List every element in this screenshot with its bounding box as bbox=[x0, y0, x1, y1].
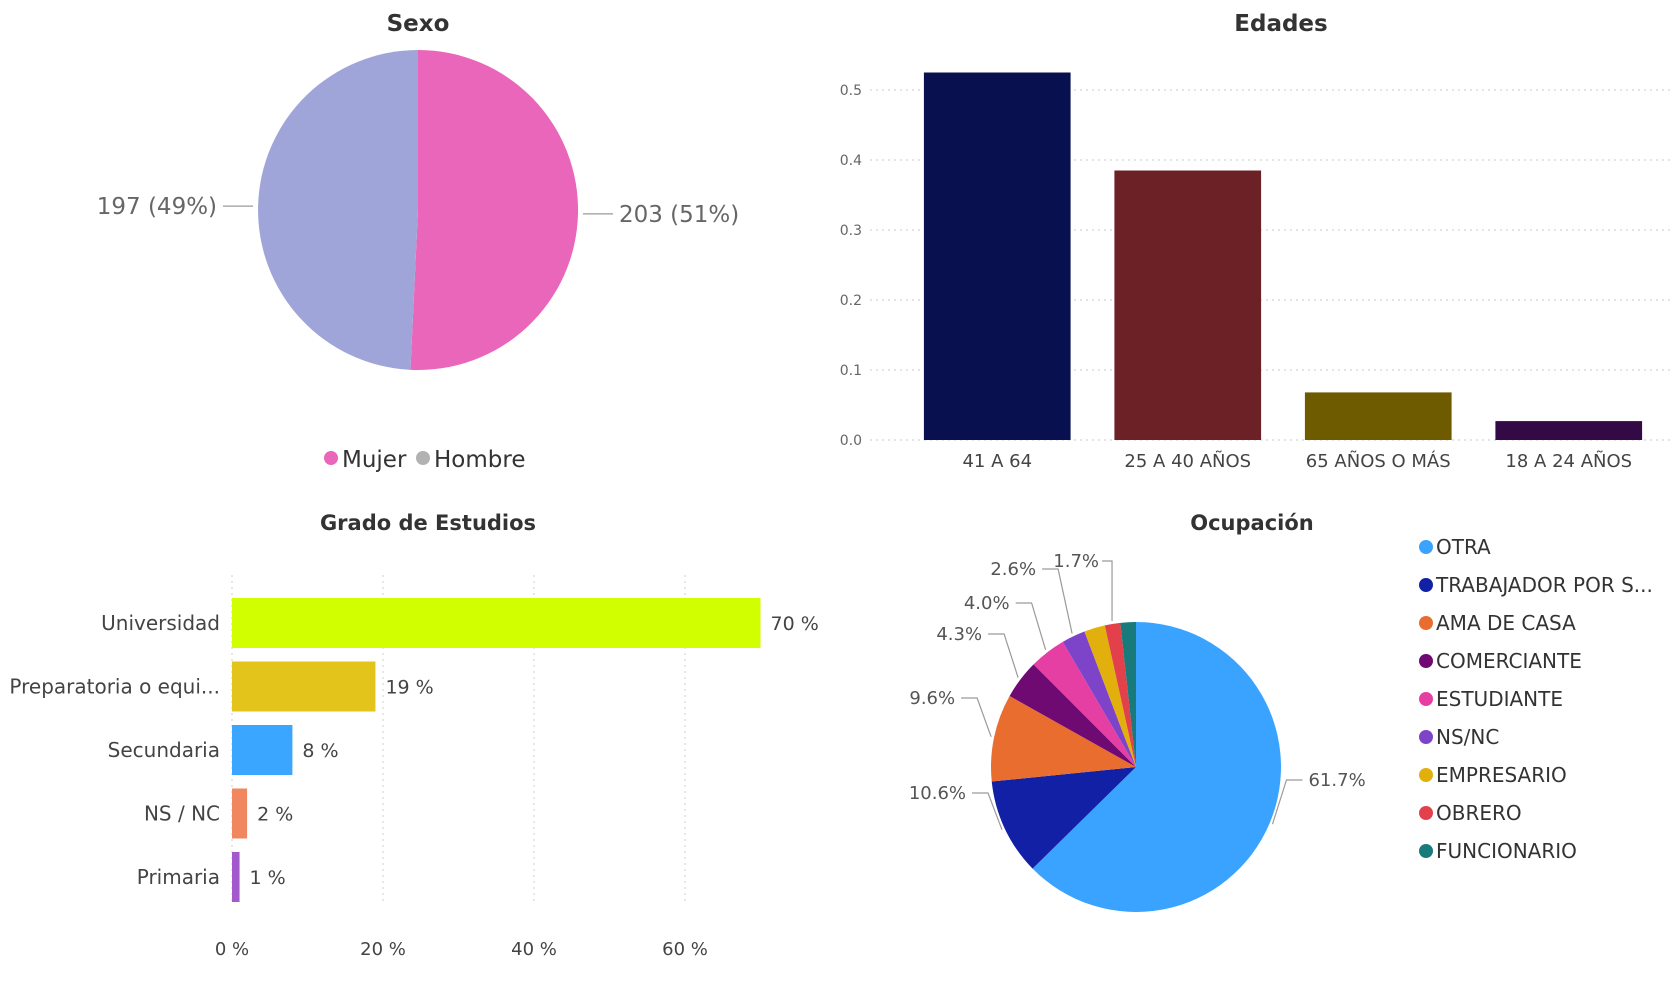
bar-data-label: 70 % bbox=[771, 613, 819, 635]
ocupacion-chart-title: Ocupación bbox=[1190, 511, 1313, 535]
pie-leader-line bbox=[1042, 568, 1073, 634]
pie-slice-hombre[interactable] bbox=[258, 50, 418, 370]
pie-slice-ama-de-casa[interactable] bbox=[990, 695, 1136, 782]
pie-data-label-ns-nc: 2.6% bbox=[990, 559, 1036, 580]
pie-data-label-estudiante: 4.0% bbox=[964, 593, 1010, 614]
pie-slice-comerciante[interactable] bbox=[1009, 664, 1136, 767]
legend-marker-otra bbox=[1419, 540, 1433, 554]
y-tick-label: 0.2 bbox=[840, 293, 862, 309]
bar-data-label: 2 % bbox=[257, 804, 293, 826]
pie-slice-ns-nc[interactable] bbox=[1062, 631, 1136, 767]
category-label: NS / NC bbox=[144, 802, 220, 826]
edades-chart-title: Edades bbox=[1234, 11, 1327, 37]
category-label: Primaria bbox=[137, 865, 220, 889]
legend-marker-ama-de-casa bbox=[1419, 616, 1433, 630]
x-tick-label: 0 % bbox=[215, 939, 249, 960]
pie-data-label-mujer: 203 (51%) bbox=[619, 202, 739, 228]
pie-slice-funcionario[interactable] bbox=[1120, 622, 1136, 767]
x-tick-label: 25 A 40 AÑOS bbox=[1124, 450, 1251, 472]
pie-slice-mujer[interactable] bbox=[410, 49, 579, 370]
grado-estudios-bar-chart: Grado de Estudios 0 % 20 % 40 % 60 % Univer… bbox=[9, 511, 819, 960]
legend-marker-funcionario bbox=[1419, 844, 1433, 858]
legend-item-mujer[interactable]: Mujer bbox=[342, 447, 407, 473]
y-tick-label: 0.0 bbox=[840, 433, 862, 449]
pie-leader-line bbox=[988, 633, 1019, 678]
pie-data-label-hombre: 197 (49%) bbox=[97, 194, 217, 220]
x-tick-label: 65 AÑOS O MÁS bbox=[1306, 450, 1451, 472]
category-label: Universidad bbox=[101, 611, 220, 635]
pie-data-label-comerciante: 4.3% bbox=[936, 624, 982, 645]
legend-item-obrero[interactable]: OBRERO bbox=[1436, 801, 1522, 825]
pie-slice-trabajador-por-s[interactable] bbox=[991, 767, 1136, 869]
legend-item-trabajador-por-s[interactable]: TRABAJADOR POR S... bbox=[1435, 573, 1653, 597]
x-tick-label: 20 % bbox=[360, 939, 406, 960]
bar-65-anos-o-mas[interactable] bbox=[1304, 392, 1452, 440]
legend-marker-hombre bbox=[416, 451, 430, 465]
bar-41-a-64[interactable] bbox=[923, 72, 1071, 441]
legend-item-ama-de-casa[interactable]: AMA DE CASA bbox=[1436, 611, 1576, 635]
ocupacion-legend: OTRA TRABAJADOR POR S... AMA DE CASA COMERC… bbox=[1419, 535, 1653, 863]
bar-universidad[interactable] bbox=[232, 598, 761, 648]
x-tick-label: 60 % bbox=[662, 939, 708, 960]
bar-primaria[interactable] bbox=[232, 852, 240, 902]
bar-18-a-24-anos[interactable] bbox=[1495, 421, 1643, 440]
x-tick-label: 40 % bbox=[511, 939, 557, 960]
pie-data-label-trabajador-por-s: 10.6% bbox=[909, 783, 966, 804]
bar-data-label: 19 % bbox=[385, 677, 433, 699]
bar-25-a-40-anos[interactable] bbox=[1114, 170, 1262, 441]
pie-data-label-ama-de-casa: 9.6% bbox=[909, 688, 955, 709]
pie-leader-line bbox=[1015, 602, 1047, 650]
category-label: Secundaria bbox=[108, 738, 220, 762]
legend-item-estudiante[interactable]: ESTUDIANTE bbox=[1436, 687, 1563, 711]
edades-bar-chart: Edades 0.0 0.1 0.2 0.3 0.4 0.5 41 A 64 25 A 40… bbox=[840, 11, 1672, 472]
pie-slice-empresario[interactable] bbox=[1084, 625, 1136, 767]
pie-leader-line bbox=[1271, 779, 1303, 825]
pie-leader-line bbox=[1102, 560, 1113, 621]
legend-marker-estudiante bbox=[1419, 692, 1433, 706]
y-tick-label: 0.4 bbox=[840, 153, 862, 169]
pie-slice-estudiante[interactable] bbox=[1033, 641, 1136, 767]
bar-secundaria[interactable] bbox=[232, 725, 293, 775]
legend-marker-comerciante bbox=[1419, 654, 1433, 668]
legend-item-comerciante[interactable]: COMERCIANTE bbox=[1436, 649, 1582, 673]
pie-data-label-obrero: 1.7% bbox=[1053, 551, 1099, 572]
pie-leader-line bbox=[961, 697, 992, 737]
sexo-chart-title: Sexo bbox=[387, 11, 450, 37]
ocupacion-pie-chart: Ocupación 61.7% 10.6% 9.6% 4.3% 4.0% 2.6% 1.7%… bbox=[909, 511, 1653, 912]
x-tick-label: 18 A 24 AÑOS bbox=[1505, 450, 1632, 472]
sexo-legend: Mujer Hombre bbox=[324, 447, 525, 473]
legend-marker-obrero bbox=[1419, 806, 1433, 820]
legend-item-otra[interactable]: OTRA bbox=[1436, 535, 1491, 559]
bar-data-label: 1 % bbox=[250, 867, 286, 889]
y-tick-label: 0.5 bbox=[840, 83, 862, 99]
legend-item-hombre[interactable]: Hombre bbox=[434, 447, 525, 473]
pie-slice-obrero[interactable] bbox=[1104, 622, 1136, 767]
bar-preparatoria-o-equi[interactable] bbox=[232, 661, 376, 712]
pie-data-label-otra: 61.7% bbox=[1308, 770, 1365, 791]
sexo-pie-chart: Sexo 203 (51%) 197 (49%) Mujer Hombre bbox=[97, 11, 739, 473]
legend-marker-ns-nc bbox=[1419, 730, 1433, 744]
legend-item-funcionario[interactable]: FUNCIONARIO bbox=[1436, 839, 1577, 863]
estudios-chart-title: Grado de Estudios bbox=[320, 511, 536, 535]
y-tick-label: 0.3 bbox=[840, 223, 862, 239]
y-tick-label: 0.1 bbox=[840, 363, 862, 379]
legend-marker-mujer bbox=[324, 451, 338, 465]
pie-leader-line bbox=[972, 792, 1003, 831]
legend-marker-trabajador-por-s bbox=[1419, 578, 1433, 592]
legend-marker-empresario bbox=[1419, 768, 1433, 782]
legend-item-empresario[interactable]: EMPRESARIO bbox=[1436, 763, 1567, 787]
bar-ns-nc[interactable] bbox=[232, 788, 248, 839]
pie-slice-otra[interactable] bbox=[1032, 622, 1281, 912]
legend-item-ns-nc[interactable]: NS/NC bbox=[1436, 725, 1499, 749]
x-tick-label: 41 A 64 bbox=[962, 451, 1032, 472]
category-label: Preparatoria o equi... bbox=[9, 675, 220, 699]
bar-data-label: 8 % bbox=[302, 740, 338, 762]
